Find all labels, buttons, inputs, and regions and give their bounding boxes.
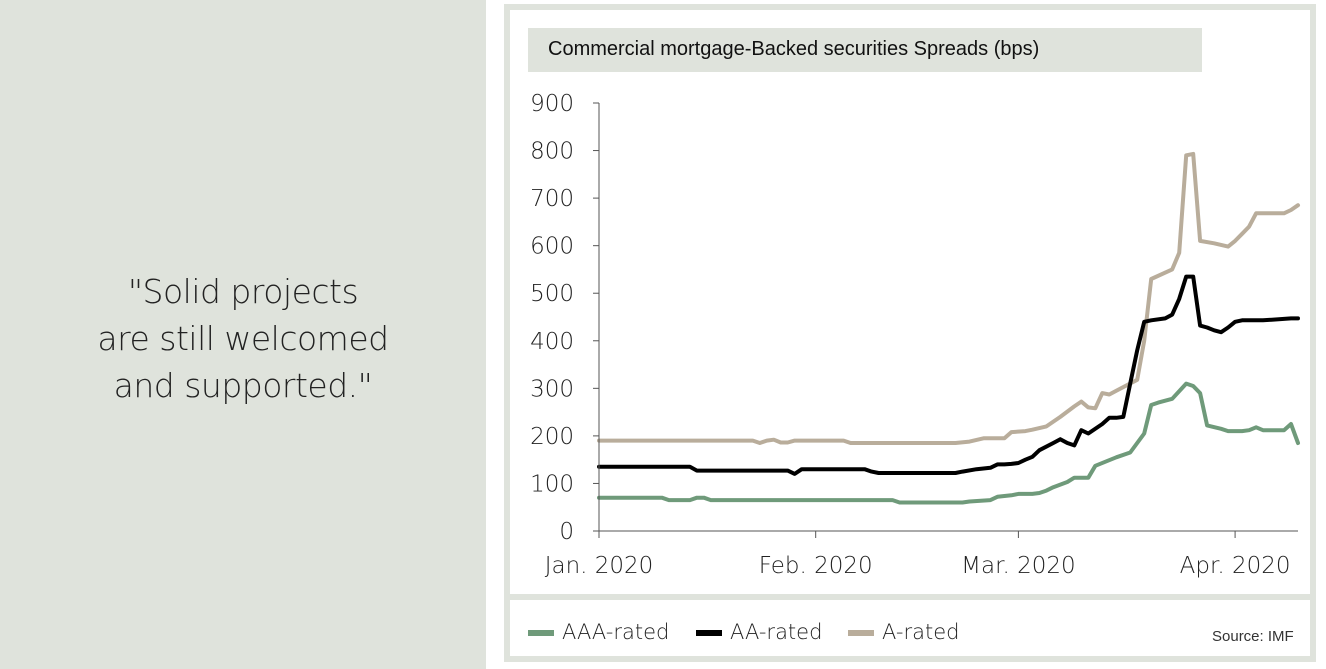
legend-panel bbox=[510, 600, 1310, 656]
series-line-a-rated bbox=[597, 151, 1300, 445]
x-tick-label: Mar. 2020 bbox=[961, 553, 1075, 579]
legend-swatch-aaa bbox=[528, 630, 554, 636]
y-tick-label: 700 bbox=[530, 186, 574, 212]
y-tick-label: 300 bbox=[530, 376, 574, 402]
y-tick-label: 400 bbox=[530, 329, 574, 355]
quote-line: are still welcomed bbox=[97, 319, 389, 358]
quote-text: "Solid projects are still welcomed and s… bbox=[0, 268, 486, 409]
x-tick-label: Apr. 2020 bbox=[1180, 553, 1291, 579]
chart-title: Commercial mortgage-Backed securities Sp… bbox=[548, 38, 1040, 60]
y-tick-label: 0 bbox=[559, 519, 574, 545]
legend-swatch-a bbox=[848, 630, 874, 636]
y-tick-label: 900 bbox=[530, 91, 574, 117]
series-line-aaa-rated bbox=[597, 381, 1300, 505]
source-note: Source: IMF bbox=[1212, 628, 1294, 645]
y-tick-label: 100 bbox=[530, 471, 574, 497]
x-tick-label: Feb. 2020 bbox=[759, 553, 873, 579]
legend-swatch-aa bbox=[696, 630, 722, 636]
quote-line: "Solid projects bbox=[127, 272, 359, 311]
y-tick-label: 200 bbox=[530, 424, 574, 450]
legend-label-a: A-rated bbox=[882, 620, 960, 644]
quote-panel: "Solid projects are still welcomed and s… bbox=[0, 0, 486, 669]
y-tick-label: 600 bbox=[530, 234, 574, 260]
legend-label-aaa: AAA-rated bbox=[562, 620, 670, 644]
series-line-aa-rated bbox=[597, 274, 1300, 476]
legend-label-aa: AA-rated bbox=[730, 620, 823, 644]
quote-line: and supported." bbox=[113, 366, 373, 405]
x-tick-label: Jan. 2020 bbox=[545, 553, 654, 579]
y-tick-label: 500 bbox=[530, 281, 574, 307]
y-tick-label: 800 bbox=[530, 139, 574, 165]
chart-title-box: Commercial mortgage-Backed securities Sp… bbox=[528, 28, 1202, 72]
